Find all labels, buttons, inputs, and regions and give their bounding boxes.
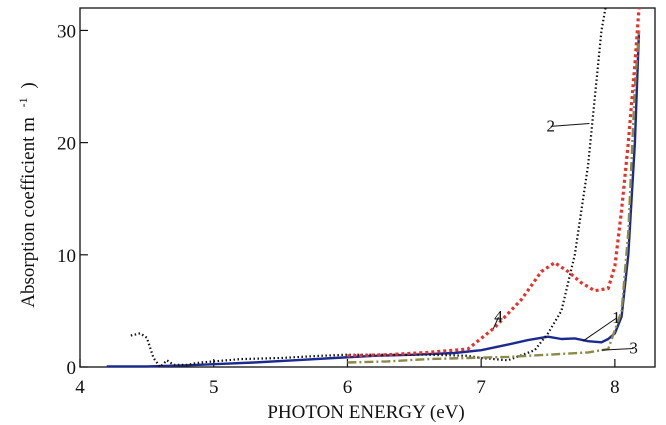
curve-1-label: 1 bbox=[612, 308, 621, 327]
y-tick-label: 0 bbox=[67, 358, 77, 379]
series-3-line bbox=[347, 30, 641, 364]
tick-labels: 4 5 6 7 8 0 10 20 30 bbox=[57, 21, 620, 398]
curve-1-pointer bbox=[582, 317, 617, 342]
y-axis-title-close: ) bbox=[18, 82, 39, 88]
curve-annotations: 1 2 3 4 bbox=[492, 116, 638, 358]
y-axis-title-sup: -1 bbox=[16, 97, 30, 107]
series-1-line bbox=[106, 30, 641, 368]
y-axis-title: Absorption coefficient m -1 ) bbox=[11, 82, 39, 308]
x-tick-label: 6 bbox=[343, 377, 353, 398]
x-tick-label: 5 bbox=[209, 377, 219, 398]
y-tick-label: 30 bbox=[57, 21, 76, 42]
series-2-line bbox=[130, 7, 607, 369]
y-tick-label: 20 bbox=[57, 134, 76, 155]
series-group bbox=[106, 7, 641, 369]
curve-4-label: 4 bbox=[494, 307, 503, 326]
x-tick-label: 4 bbox=[75, 377, 85, 398]
y-axis-title-main: Absorption coefficient m bbox=[18, 117, 39, 308]
series-4-line bbox=[347, 7, 641, 358]
curve-4-pointer bbox=[492, 316, 500, 330]
x-axis-title: PHOTON ENERGY (eV) bbox=[267, 402, 464, 423]
curve-2-pointer bbox=[550, 123, 590, 127]
plot-frame bbox=[79, 7, 656, 368]
x-tick-label: 8 bbox=[610, 377, 620, 398]
svg-text:Absorption coefficient m: Absorption coefficient m -1 ) bbox=[11, 82, 39, 308]
y-tick-label: 10 bbox=[57, 246, 76, 267]
curve-3-label: 3 bbox=[629, 339, 638, 358]
curve-3-pointer bbox=[601, 348, 634, 351]
axis-ticks bbox=[79, 29, 616, 368]
curve-2-label: 2 bbox=[546, 116, 555, 135]
x-tick-label: 7 bbox=[476, 377, 486, 398]
